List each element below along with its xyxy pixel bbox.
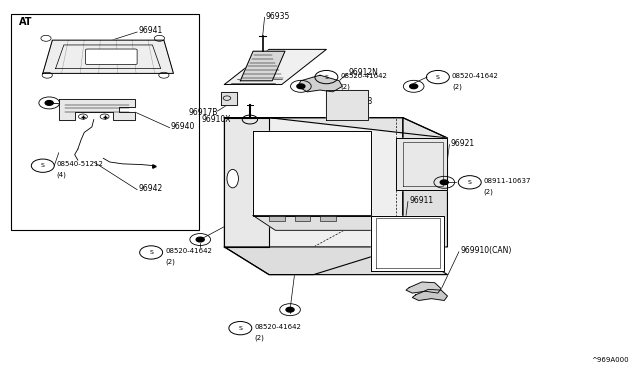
Polygon shape xyxy=(225,247,447,275)
Circle shape xyxy=(297,84,305,89)
Text: ^969A000: ^969A000 xyxy=(591,357,629,363)
Polygon shape xyxy=(403,118,447,247)
Polygon shape xyxy=(225,118,403,275)
Text: 08520-41642: 08520-41642 xyxy=(165,248,212,254)
Circle shape xyxy=(45,100,53,105)
Text: (2): (2) xyxy=(340,83,350,90)
Text: (2): (2) xyxy=(165,259,175,265)
Text: (2): (2) xyxy=(452,83,462,90)
Text: 08520-41642: 08520-41642 xyxy=(254,324,301,330)
Polygon shape xyxy=(43,40,173,73)
Bar xyxy=(294,215,310,221)
Text: 96942: 96942 xyxy=(138,185,163,193)
Text: 08911-10637: 08911-10637 xyxy=(484,178,531,184)
Circle shape xyxy=(440,180,448,185)
Circle shape xyxy=(286,307,294,312)
Text: 96911: 96911 xyxy=(409,196,433,205)
Text: 96940: 96940 xyxy=(170,122,195,131)
Circle shape xyxy=(410,84,418,89)
Text: 96912N: 96912N xyxy=(349,68,378,77)
Bar xyxy=(11,14,199,230)
Text: 96910X: 96910X xyxy=(202,115,231,124)
Text: 96917B: 96917B xyxy=(189,108,218,117)
Bar xyxy=(269,215,285,221)
Polygon shape xyxy=(253,215,394,230)
Polygon shape xyxy=(241,51,285,81)
Text: (2): (2) xyxy=(484,188,493,195)
Text: AT: AT xyxy=(19,17,33,27)
Text: S: S xyxy=(436,74,440,80)
FancyBboxPatch shape xyxy=(86,49,137,64)
Polygon shape xyxy=(225,118,447,138)
Polygon shape xyxy=(59,99,135,119)
Ellipse shape xyxy=(227,169,239,188)
Polygon shape xyxy=(225,118,269,247)
Text: S: S xyxy=(468,180,472,185)
Text: 96978: 96978 xyxy=(349,97,373,106)
Polygon shape xyxy=(225,49,326,84)
Text: 96941: 96941 xyxy=(138,26,163,35)
Polygon shape xyxy=(396,138,447,190)
Text: S: S xyxy=(149,250,153,255)
Text: 08540-51212: 08540-51212 xyxy=(57,161,104,167)
Text: 08520-41642: 08520-41642 xyxy=(452,73,499,78)
Bar xyxy=(320,215,336,221)
Polygon shape xyxy=(221,92,237,105)
Text: S: S xyxy=(41,163,45,168)
Polygon shape xyxy=(371,215,444,271)
Text: 96935: 96935 xyxy=(266,12,290,21)
Text: S: S xyxy=(324,74,328,80)
Polygon shape xyxy=(298,75,342,92)
Polygon shape xyxy=(406,282,441,293)
Text: (4): (4) xyxy=(57,171,67,178)
Polygon shape xyxy=(253,131,371,215)
Text: S: S xyxy=(239,326,243,331)
Text: 08520-41642: 08520-41642 xyxy=(340,73,387,78)
Polygon shape xyxy=(412,289,447,301)
Polygon shape xyxy=(326,90,368,119)
Circle shape xyxy=(196,237,204,242)
Text: 96921: 96921 xyxy=(451,139,475,148)
Text: (2): (2) xyxy=(254,334,264,341)
Text: 969910(CAN): 969910(CAN) xyxy=(460,246,511,255)
